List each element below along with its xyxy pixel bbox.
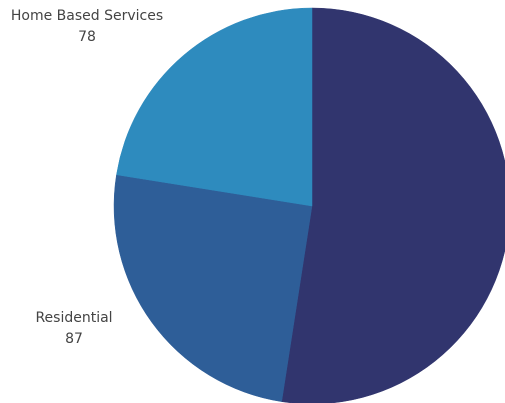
pie-slice-home-based-services <box>116 7 313 207</box>
slice-label-residential-value: 87 <box>65 331 83 347</box>
slice-label-home-based-services-value: 78 <box>78 29 96 45</box>
pie-slice-residential <box>113 174 313 402</box>
pie-slices <box>113 7 505 403</box>
pie-slice-slice-1 <box>281 7 505 403</box>
slice-label-residential-name: Residential <box>35 310 112 326</box>
slice-label-residential: Residential 87 <box>35 310 112 347</box>
slice-label-home-based-services-name: Home Based Services <box>11 8 163 24</box>
slice-label-home-based-services: Home Based Services 78 <box>11 8 163 45</box>
